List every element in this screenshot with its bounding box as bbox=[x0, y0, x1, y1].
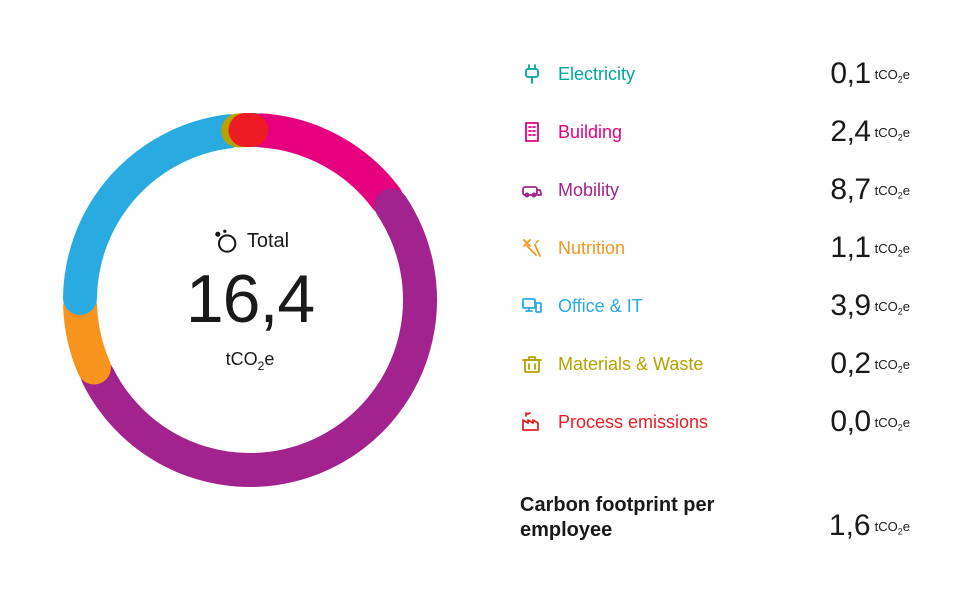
footer-value: 1,6 bbox=[829, 509, 871, 543]
waste-icon bbox=[520, 352, 544, 376]
factory-icon bbox=[520, 410, 544, 434]
legend-unit: tCO2e bbox=[875, 357, 910, 381]
legend-value: 3,9 bbox=[830, 289, 870, 323]
legend-label: Mobility bbox=[558, 180, 830, 201]
total-value: 16,4 bbox=[186, 265, 314, 333]
legend-unit: tCO2e bbox=[875, 415, 910, 439]
legend-value: 2,4 bbox=[830, 115, 870, 149]
legend-value: 0,2 bbox=[830, 347, 870, 381]
footer-label: Carbon footprint per employee bbox=[520, 493, 740, 543]
plug-icon bbox=[520, 62, 544, 86]
donut-chart: Total 16,4 tCO2e bbox=[40, 90, 460, 510]
legend: Electricity 0,1 tCO2e Building 2,4 tCO2e… bbox=[460, 57, 910, 543]
building-icon bbox=[520, 120, 544, 144]
legend-value: 0,0 bbox=[830, 405, 870, 439]
nutrition-icon bbox=[520, 236, 544, 260]
legend-label: Process emissions bbox=[558, 412, 830, 433]
office-icon bbox=[520, 294, 544, 318]
legend-item-materials_waste: Materials & Waste 0,2 tCO2e bbox=[520, 347, 910, 381]
legend-unit: tCO2e bbox=[875, 183, 910, 207]
donut-segment-nutrition bbox=[80, 307, 94, 368]
donut-segment-building bbox=[261, 130, 386, 198]
footer-row: Carbon footprint per employee 1,6 tCO2e bbox=[520, 493, 910, 543]
chart-center: Total 16,4 tCO2e bbox=[186, 227, 314, 373]
legend-item-mobility: Mobility 8,7 tCO2e bbox=[520, 173, 910, 207]
total-icon bbox=[211, 227, 239, 255]
legend-item-process_emissions: Process emissions 0,0 tCO2e bbox=[520, 405, 910, 439]
legend-unit: tCO2e bbox=[875, 241, 910, 265]
mobility-icon bbox=[520, 178, 544, 202]
total-unit: tCO2e bbox=[226, 349, 275, 373]
legend-item-electricity: Electricity 0,1 tCO2e bbox=[520, 57, 910, 91]
legend-label: Office & IT bbox=[558, 296, 830, 317]
total-label: Total bbox=[247, 230, 289, 253]
legend-item-building: Building 2,4 tCO2e bbox=[520, 115, 910, 149]
legend-value: 8,7 bbox=[830, 173, 870, 207]
legend-value: 0,1 bbox=[830, 57, 870, 91]
legend-label: Electricity bbox=[558, 64, 830, 85]
legend-label: Materials & Waste bbox=[558, 354, 830, 375]
legend-unit: tCO2e bbox=[875, 67, 910, 91]
legend-item-office_it: Office & IT 3,9 tCO2e bbox=[520, 289, 910, 323]
legend-label: Building bbox=[558, 122, 830, 143]
legend-value: 1,1 bbox=[830, 231, 870, 265]
legend-unit: tCO2e bbox=[875, 125, 910, 149]
legend-item-nutrition: Nutrition 1,1 tCO2e bbox=[520, 231, 910, 265]
footer-unit: tCO2e bbox=[875, 519, 910, 543]
legend-unit: tCO2e bbox=[875, 299, 910, 323]
legend-label: Nutrition bbox=[558, 238, 830, 259]
